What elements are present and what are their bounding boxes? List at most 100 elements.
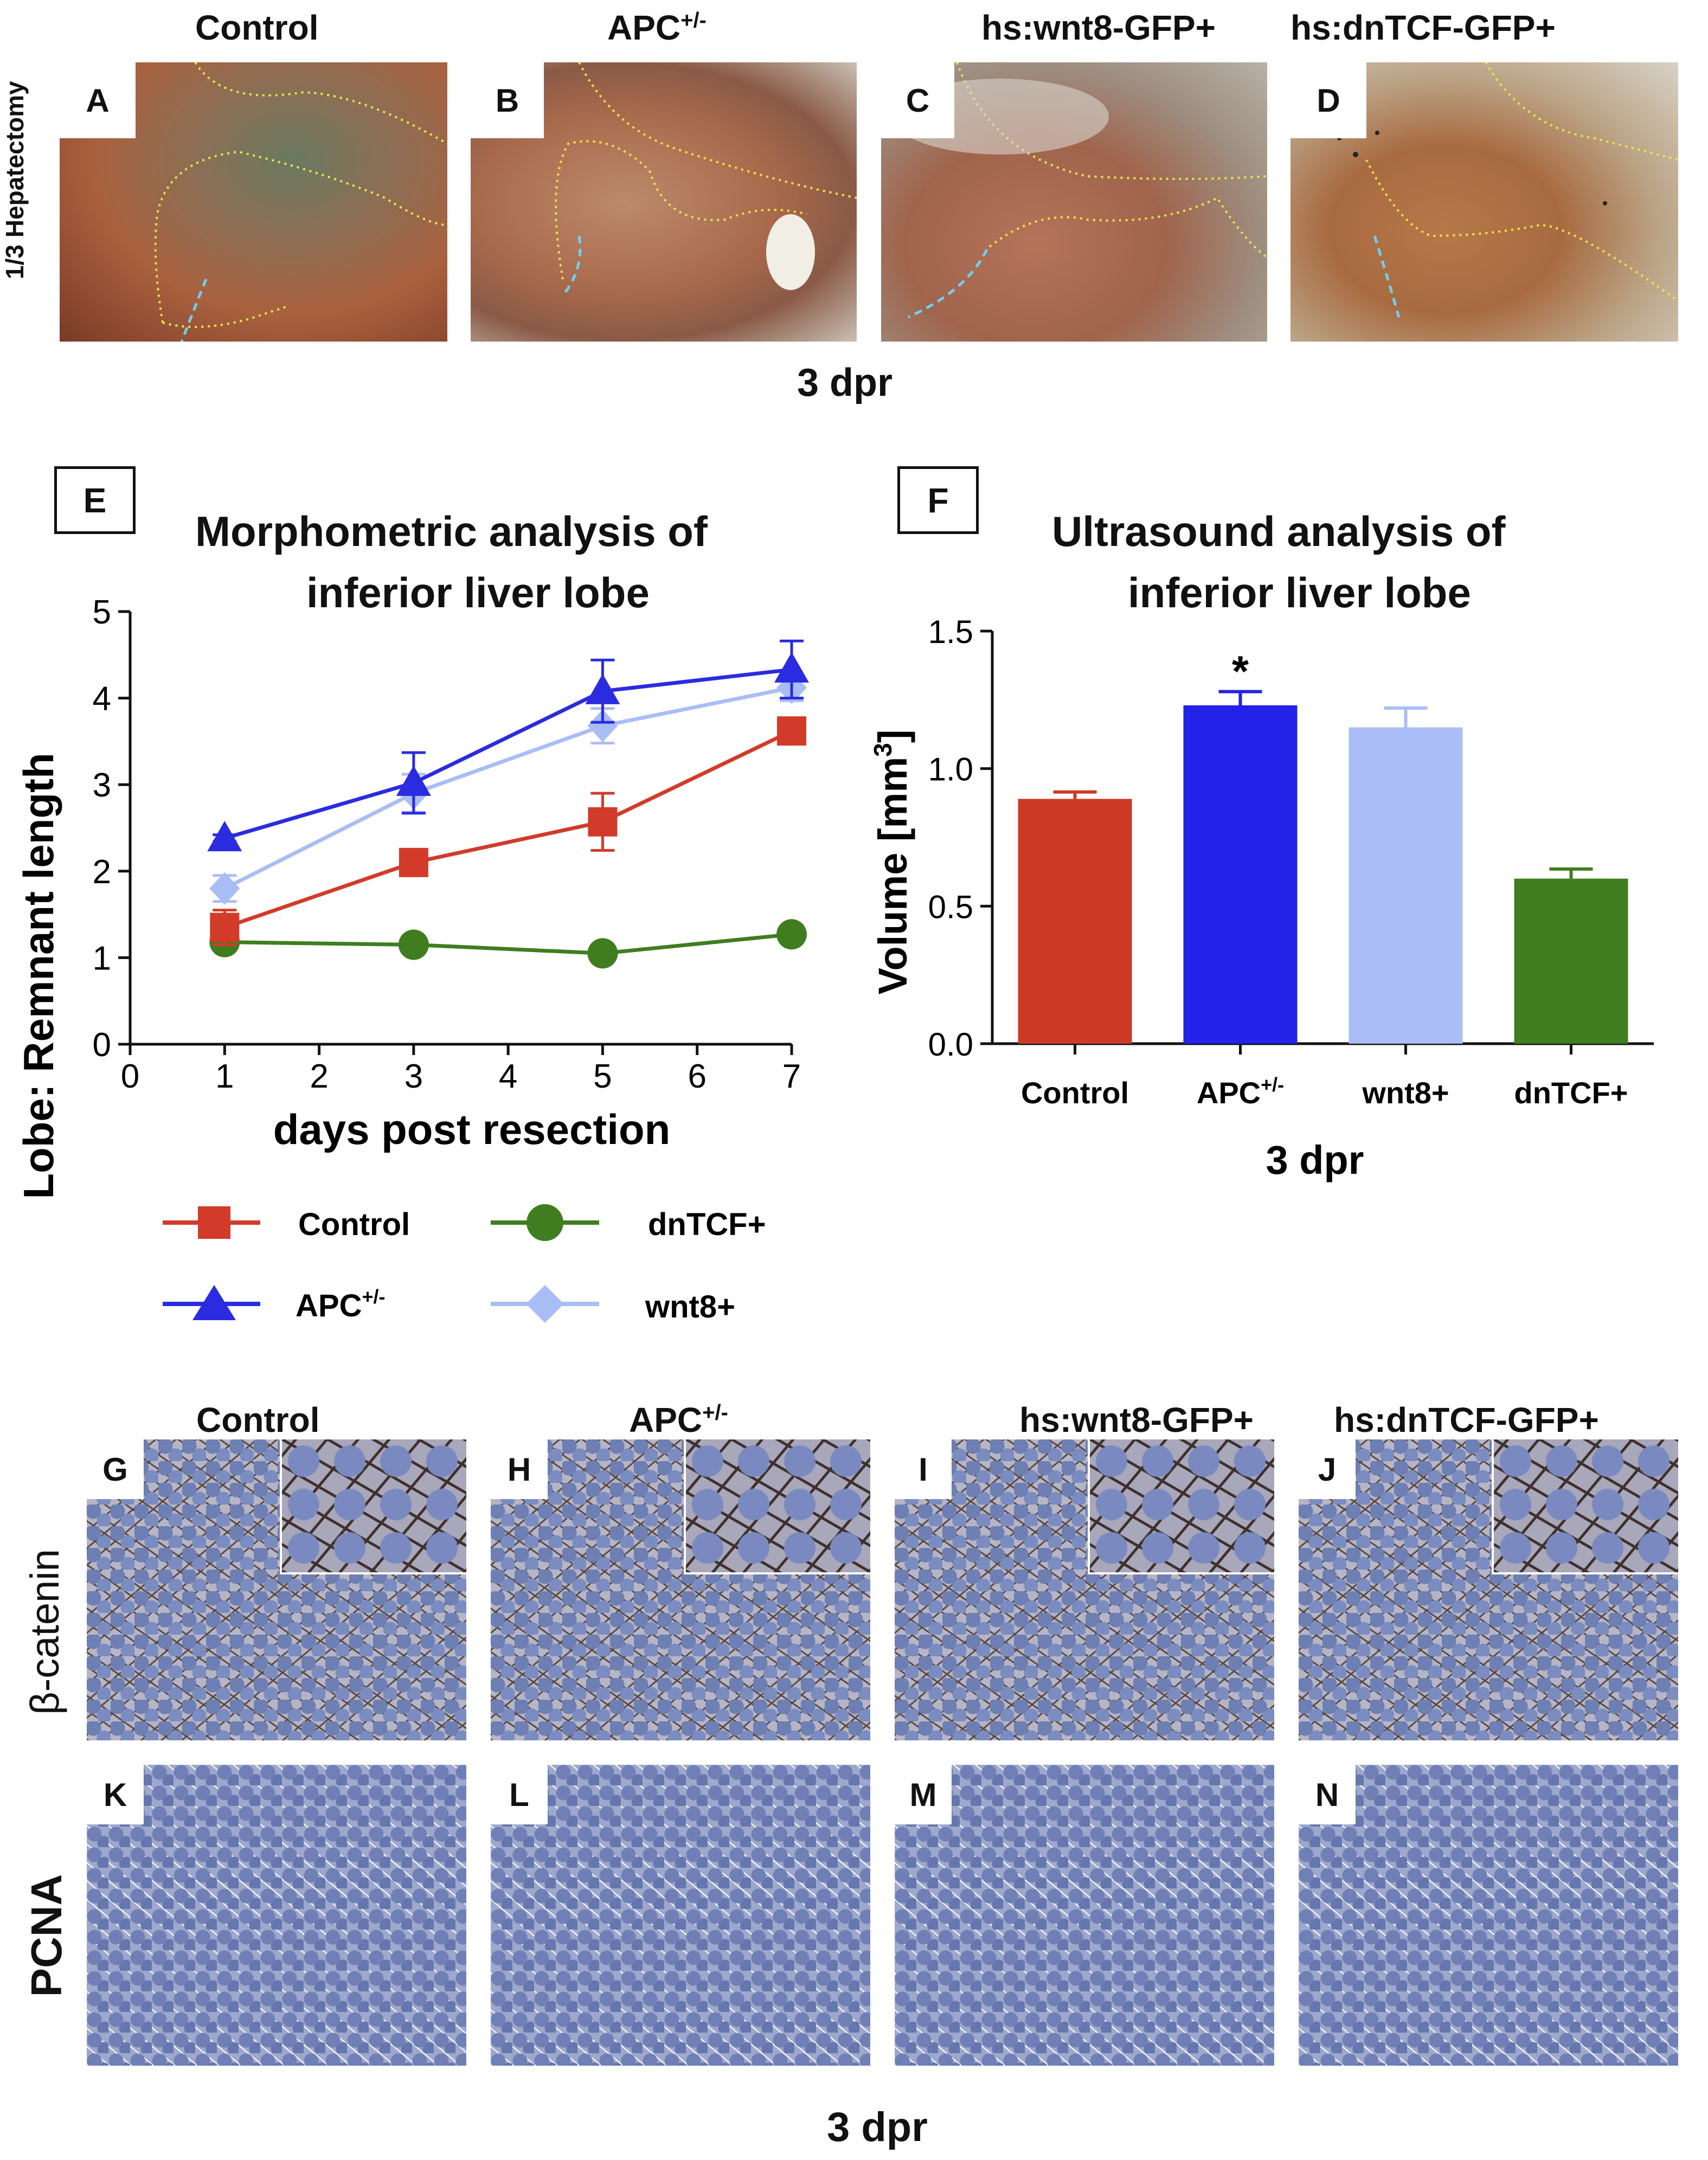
legend-marker-circle [526, 1204, 563, 1241]
data-point-triangle [396, 766, 431, 796]
top-row-caption: 3 dpr [797, 361, 893, 404]
panel-e-title-line2: inferior liver lobe [306, 569, 650, 616]
liver-photo-b: B [471, 62, 857, 342]
legend-marker-triangle [192, 1285, 236, 1320]
panel-letter-h: H [491, 1439, 548, 1499]
panel-f-title-line1: Ultrasound analysis of [1052, 507, 1506, 555]
legend-label-control: Control [298, 1207, 410, 1242]
panel-e-letter: E [54, 466, 136, 534]
data-point-circle [776, 919, 807, 950]
liver-photo-c: C [881, 62, 1267, 342]
legend-apc-text: APC [296, 1288, 362, 1323]
zoom-inset [684, 1439, 870, 1574]
chart-f-x-tick-label: wnt8+ [1362, 1076, 1449, 1110]
pcna-image-k: K [87, 1765, 466, 2066]
series-line-apc [224, 667, 792, 840]
panel-b-title: APC+/- [607, 8, 707, 48]
data-point-diamond [587, 709, 618, 742]
zoom-inset [1088, 1439, 1274, 1574]
bottom-title-apc-text: APC [629, 1400, 703, 1439]
panel-c-title: hs:wnt8-GFP+ [981, 8, 1216, 47]
panel-letter-m: M [895, 1765, 952, 1824]
chart-e-y-tick-label: 0 [93, 1026, 111, 1064]
chart-e-y-tick-label: 2 [93, 853, 111, 891]
panel-b-title-text: APC [607, 8, 681, 47]
bottom-caption: 3 dpr [827, 2104, 928, 2150]
legend-label-dntcf: dnTCF+ [648, 1207, 766, 1242]
bar-0 [1018, 799, 1132, 1044]
series-line-wnt8 [223, 686, 792, 890]
legend-label-wnt8: wnt8+ [645, 1289, 735, 1325]
chart-f-y-tick-label: 0.5 [928, 889, 973, 925]
chart-e-x-tick-label: 7 [782, 1058, 801, 1095]
bar-chart-f: Volume [mm3] 3 dpr 0.0 0.5 1.0 1.5 Control AP… [869, 614, 1654, 1182]
beta-catenin-image-i: I [895, 1439, 1274, 1740]
panel-d-title: hs:dnTCF-GFP+ [1290, 8, 1556, 47]
bottom-title-dntcf: hs:dnTCF-GFP+ [1334, 1400, 1599, 1439]
pcna-image-l: L [491, 1765, 870, 2066]
panel-letter-i: I [895, 1439, 952, 1499]
panel-a-title: Control [195, 8, 319, 47]
chart-e-y-tick-label: 1 [93, 940, 111, 977]
x-tick-text: Control [1021, 1076, 1129, 1110]
chart-e-x-tick-label: 2 [310, 1058, 328, 1095]
data-point-square [210, 912, 240, 942]
panel-f-title-line2: inferior liver lobe [1128, 569, 1471, 616]
data-point-triangle [774, 652, 809, 683]
pcna-image-n: N [1299, 1765, 1678, 2066]
legend-item-apc: APC+/- [163, 1285, 385, 1323]
chart-e-x-tick-label: 0 [121, 1058, 139, 1095]
chart-f-ylabel: Volume [mm3] [869, 730, 915, 995]
data-point-triangle [207, 821, 242, 852]
chart-f-x-tick-label: Control [1021, 1076, 1129, 1110]
chart-e-legend: Control dnTCF+ APC+/- wnt8+ [163, 1204, 766, 1325]
chart-e-y-tick-label: 4 [93, 680, 111, 718]
chart-f-ylabel-sup: 3 [869, 743, 897, 757]
bar-2 [1349, 727, 1463, 1044]
row-label-pcna: PCNA [22, 1874, 70, 1997]
x-tick-text: wnt8+ [1362, 1076, 1449, 1110]
chart-e-x-tick-label: 4 [499, 1058, 517, 1095]
chart-f-x-tick-label: APC+/- [1197, 1073, 1284, 1110]
chart-e-xlabel: days post resection [273, 1105, 671, 1153]
pcna-image-m: M [895, 1765, 1274, 2066]
chart-e-x-tick-label: 5 [593, 1058, 612, 1095]
bottom-title-control: Control [196, 1400, 320, 1439]
panel-e-title-line1: Morphometric analysis of [195, 507, 708, 555]
x-tick-sup: +/- [1261, 1073, 1284, 1096]
zoom-inset [1492, 1439, 1678, 1574]
panel-letter-j: J [1299, 1439, 1356, 1499]
panel-b-title-sup: +/- [680, 8, 707, 33]
lobe-outline-a [154, 62, 447, 342]
beta-catenin-image-h: H [491, 1439, 870, 1740]
data-point-square [588, 807, 618, 837]
series-line-control [224, 729, 793, 929]
legend-item-control: Control [163, 1206, 410, 1242]
legend-label-apc: APC+/- [296, 1285, 385, 1323]
row-label-beta-catenin: β-catenin [22, 1549, 67, 1715]
series-line-dntcf [224, 932, 792, 955]
legend-marker-diamond [526, 1285, 564, 1323]
liver-photo-a: A [60, 62, 447, 342]
chart-f-y-tick-label: 1.5 [928, 614, 973, 650]
liver-photo-d: D [1290, 62, 1678, 342]
bar-3 [1514, 878, 1628, 1044]
chart-e-x-tick-label: 1 [215, 1058, 234, 1095]
beta-catenin-image-g: G [87, 1439, 466, 1740]
legend-item-wnt8: wnt8+ [491, 1285, 735, 1325]
chart-e-x-tick-label: 6 [688, 1058, 706, 1095]
chart-e-ylabel: Lobe: Remnant length [15, 753, 62, 1199]
chart-e-x-tick-label: 3 [404, 1058, 423, 1095]
panel-letter-n: N [1299, 1765, 1356, 1824]
data-point-square [399, 847, 428, 877]
panel-a-letter: A [60, 62, 136, 138]
data-point-diamond [209, 872, 240, 905]
x-tick-text: APC [1197, 1076, 1261, 1110]
chart-e-y-tick-label: 5 [93, 596, 111, 631]
chart-f-x-tick-label: dnTCF+ [1514, 1076, 1628, 1110]
x-tick-text: dnTCF+ [1514, 1076, 1628, 1110]
chart-e-y-tick-label: 3 [93, 767, 111, 804]
panel-letter-g: G [87, 1439, 144, 1499]
chart-f-y-tick-label: 1.0 [928, 751, 973, 788]
panel-letter-l: L [491, 1765, 548, 1824]
